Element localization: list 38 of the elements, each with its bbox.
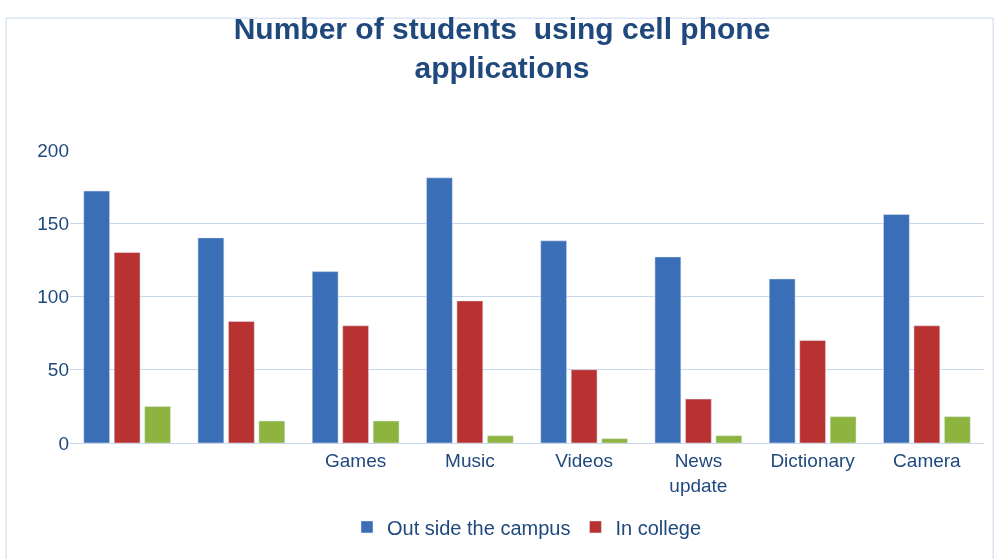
y-tick-label: 50: [47, 359, 69, 381]
legend-label: In college: [615, 516, 702, 539]
x-tick-label: Games: [325, 449, 387, 471]
x-tick-label: News update: [669, 449, 728, 496]
bar: [768, 278, 796, 443]
y-tick-label: 0: [58, 432, 69, 454]
bar: [913, 325, 941, 443]
bar: [372, 420, 400, 443]
bar: [144, 406, 171, 443]
x-tick-label: Videos: [555, 449, 614, 471]
legend-label: Out side the campus: [387, 516, 571, 539]
bar: [426, 177, 453, 443]
bar: [342, 325, 369, 443]
bar: [311, 271, 339, 443]
bar: [258, 420, 286, 443]
bar: [570, 369, 598, 443]
bar: [715, 435, 743, 443]
bar: [228, 321, 255, 443]
x-tick-label: Music: [445, 449, 495, 471]
bar: [601, 438, 628, 443]
bar: [799, 340, 826, 443]
bar: [540, 240, 567, 443]
bar: [456, 300, 484, 443]
chart-title: Number of students using cell phone applications: [233, 12, 771, 85]
bar: [944, 416, 971, 443]
bar: [654, 256, 682, 443]
y-tick-label: 100: [37, 286, 69, 308]
bar: [113, 252, 141, 443]
x-tick-label: Dictionary: [770, 449, 856, 471]
bar: [197, 237, 225, 443]
bar: [487, 435, 514, 443]
y-tick-label: 200: [37, 139, 69, 161]
bar: [685, 398, 712, 443]
x-tick-label: Camera: [893, 449, 962, 471]
bar: [829, 416, 857, 443]
y-tick-label: 150: [37, 212, 69, 234]
bar: [883, 214, 910, 443]
bar: [83, 190, 110, 443]
